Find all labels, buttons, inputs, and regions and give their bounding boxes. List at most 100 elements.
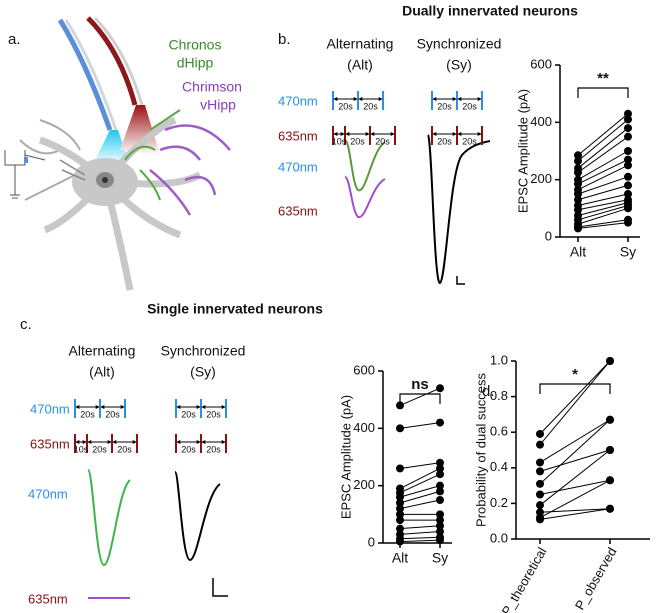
pair-line [577,193,629,206]
dot [574,224,582,233]
pair-line [577,150,629,181]
trace-sync [427,134,491,285]
dot [624,190,632,198]
dot [396,424,404,433]
dot [436,487,444,496]
heading: (Alt) [89,364,115,380]
pair-line [577,176,629,195]
interval-label: 20s [105,409,120,419]
y-tick-label: 600 [530,56,552,71]
trace-label: 470nm [278,159,318,174]
pair-line [577,207,629,225]
label-chrimson-region: vHipp [200,97,236,113]
y-axis-label: EPSC Amplitude (pA) [338,395,353,519]
dot [574,157,582,166]
heading: Synchronized [417,36,502,52]
interval-label: 20s [117,444,132,454]
trace-label: 635nm [28,591,68,606]
row-label: 635nm [278,128,318,143]
dot [396,516,404,525]
interval-label: 20s [462,101,477,111]
dot [624,147,632,155]
pair-line [577,199,629,211]
pair-line [399,387,441,406]
pair-line [577,204,629,221]
interval-label: 20s [92,444,107,454]
dot [536,458,544,467]
dot [396,524,404,533]
interval-label: 20s [350,136,365,146]
dot [574,179,582,188]
x-tick-label: Alt [392,550,408,566]
y-tick-label: 0 [368,534,375,549]
x-tick-label: P_observed [572,545,620,613]
significance-bracket [399,393,441,404]
dot [396,401,404,410]
interval-label: 20s [80,409,95,419]
dot [536,467,544,476]
dot [436,536,444,545]
panel-label: b. [278,31,291,48]
trace-sync [174,471,221,562]
dot [624,204,632,213]
pair-line [399,490,441,504]
pair-line [399,468,441,489]
heading: (Alt) [347,57,373,73]
pair-line [577,222,629,229]
dot [396,504,404,513]
dot [536,501,544,510]
significance: ns [411,376,429,393]
dot [436,527,444,536]
trace-label: 635nm [278,203,318,218]
trace-470 [87,469,131,567]
scale-bar [456,276,465,285]
dot [574,190,582,198]
dot [574,195,582,204]
dot [436,481,444,490]
pair-line [539,508,611,520]
trace-label: 470nm [28,486,68,501]
dot [606,476,614,485]
dot [574,205,582,214]
trace-470 [344,139,386,192]
significance: * [572,366,578,383]
pair-line [577,164,629,191]
label-chronos: Chronos [169,37,222,53]
y-tick-label: 0.0 [490,530,508,545]
panel-label: d. [482,383,495,400]
section-title: Dually innervated neurons [402,3,578,19]
pair-line [577,219,629,228]
y-tick-label: 400 [353,420,375,435]
dot [436,496,444,504]
pair-line [399,499,441,510]
dot [396,510,404,519]
interval-label: 20s [437,101,452,111]
heading: Alternating [69,343,136,359]
dot [606,504,614,513]
row-label: 635nm [30,436,70,451]
dot [624,115,632,124]
dot [606,446,614,454]
dot [536,490,544,499]
dot [624,161,632,170]
label-chronos-region: dHipp [177,55,214,71]
dot [396,493,404,502]
y-tick-label: 0.4 [490,459,508,474]
interval-label: 20s [338,101,353,111]
dot [574,168,582,177]
pair-line [577,136,629,173]
dot [606,415,614,424]
interval-label: 10s [332,136,347,146]
label-chrimson: Chrimson [182,79,242,95]
row-label: 470nm [30,401,70,416]
interval-label: 20s [206,409,221,419]
pair-line [539,360,611,445]
pair-line [577,159,629,185]
y-tick-label: 400 [530,114,552,129]
y-tick-label: 200 [530,171,552,186]
pair-line [399,422,441,429]
pair-line [399,536,441,540]
pair-line [577,127,629,169]
x-tick-label: Sy [432,550,448,566]
